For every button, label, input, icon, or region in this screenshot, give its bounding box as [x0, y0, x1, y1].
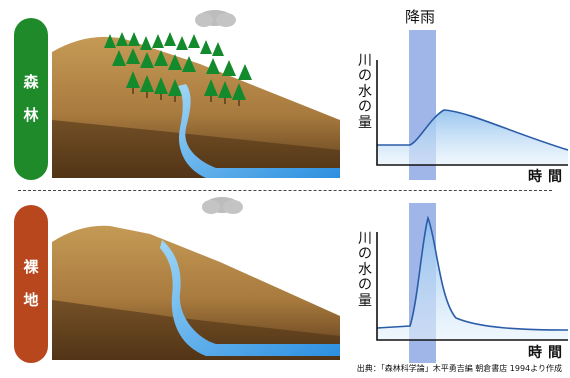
bare-x-axis-label: 時間 — [528, 345, 568, 361]
forest-hydrograph-area — [377, 110, 568, 165]
forest-label-char-1: 森 — [23, 73, 39, 91]
bare-land-label-badge: 裸 地 — [14, 205, 48, 363]
source-citation: 出典：「森林科学論」木平勇吉編 朝倉書店 1994より作成 — [356, 364, 562, 373]
bare-hydrograph-line — [376, 215, 569, 331]
forest-label-badge: 森 林 — [14, 18, 48, 180]
bare-label-char-2: 地 — [23, 291, 39, 309]
forest-label-char-2: 林 — [23, 106, 39, 124]
forest-trees — [104, 32, 252, 100]
forest-y-axis-label: 川 の 水 の 量 — [358, 53, 372, 131]
bare-hydrograph-area — [377, 218, 568, 340]
forest-x-axis-label: 時間 — [528, 169, 568, 185]
bare-river — [160, 240, 340, 356]
cloud-icon — [202, 197, 243, 214]
bare-graph-axes — [376, 232, 568, 341]
forest-graph-axes — [376, 60, 568, 166]
bare-y-axis-label: 川 の 水 の 量 — [358, 231, 372, 309]
row-divider — [18, 190, 552, 191]
forest-river — [178, 84, 340, 178]
forest-hill — [52, 36, 340, 178]
forest-tree-trunks — [132, 88, 240, 106]
forest-rain-label: 降雨 — [405, 8, 436, 26]
cloud-icon — [195, 10, 236, 27]
bare-label-char-1: 裸 — [23, 258, 39, 276]
forest-hydrograph-line — [377, 109, 569, 151]
